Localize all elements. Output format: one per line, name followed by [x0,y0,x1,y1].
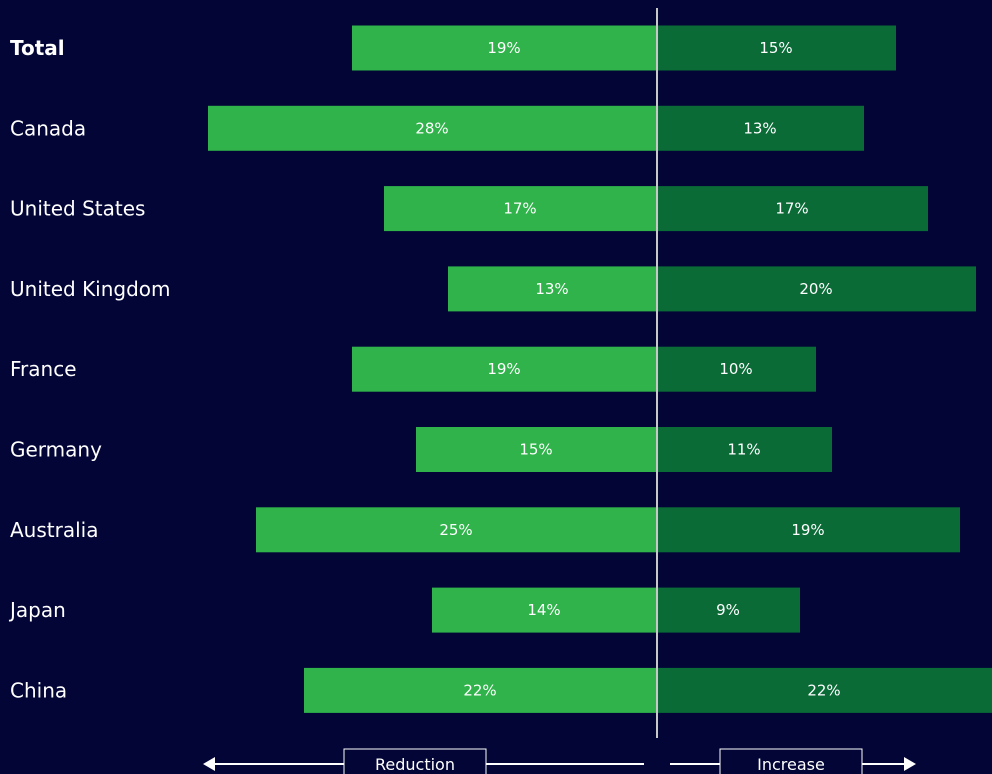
reduction-value-france: 19% [487,360,520,378]
reduction-value-germany: 15% [519,441,552,459]
category-label-france: France [10,357,77,381]
reduction-value-united-states: 17% [503,200,536,218]
reduction-bar-canada [208,105,656,151]
increase-arrow-head [904,757,916,771]
category-label-total: Total [10,36,65,60]
increase-bar-united-kingdom [656,266,976,312]
reduction-bar-france [352,346,656,392]
increase-value-canada: 13% [743,119,776,137]
increase-value-china: 22% [807,681,840,699]
increase-value-australia: 19% [791,521,824,539]
category-label-united-states: United States [10,197,145,221]
reduction-bar-united-kingdom [448,266,656,312]
category-label-australia: Australia [10,518,98,542]
increase-bar-canada [656,105,864,151]
increase-value-total: 15% [759,39,792,57]
reduction-value-australia: 25% [439,521,472,539]
category-label-china: China [10,678,67,702]
category-label-germany: Germany [10,438,102,462]
reduction-bar-australia [256,507,656,553]
reduction-bar-japan [432,587,656,633]
increase-value-france: 10% [719,360,752,378]
increase-bar-australia [656,507,960,553]
reduction-value-canada: 28% [415,119,448,137]
increase-bar-japan [656,587,800,633]
direction-indicator: Reduction Increase [203,748,916,774]
reduction-value-china: 22% [463,681,496,699]
increase-bar-france [656,346,816,392]
reduction-bar-total [352,25,656,71]
reduction-arrow-head [203,757,215,771]
increase-value-united-kingdom: 20% [799,280,832,298]
reduction-value-japan: 14% [527,601,560,619]
increase-bar-total [656,25,896,71]
increase-bar-united-states [656,186,928,232]
labels-layer: Total 19% 15% Canada 28% 13% United States 17% 1… [8,36,841,702]
increase-value-united-states: 17% [775,200,808,218]
reduction-bar-china [304,667,656,713]
reduction-value-total: 19% [487,39,520,57]
increase-bar-china [656,667,992,713]
reduction-label: Reduction [375,755,455,774]
increase-value-japan: 9% [716,601,740,619]
category-label-canada: Canada [10,116,86,140]
category-label-united-kingdom: United Kingdom [10,277,171,301]
category-label-japan: Japan [8,598,66,622]
increase-bar-germany [656,427,832,472]
reduction-value-united-kingdom: 13% [535,280,568,298]
reduction-label-box [343,748,487,774]
bars-layer [208,25,992,713]
reduction-bar-united-states [384,186,656,232]
increase-value-germany: 11% [727,441,760,459]
increase-label: Increase [757,755,825,774]
reduction-bar-germany [416,427,656,472]
